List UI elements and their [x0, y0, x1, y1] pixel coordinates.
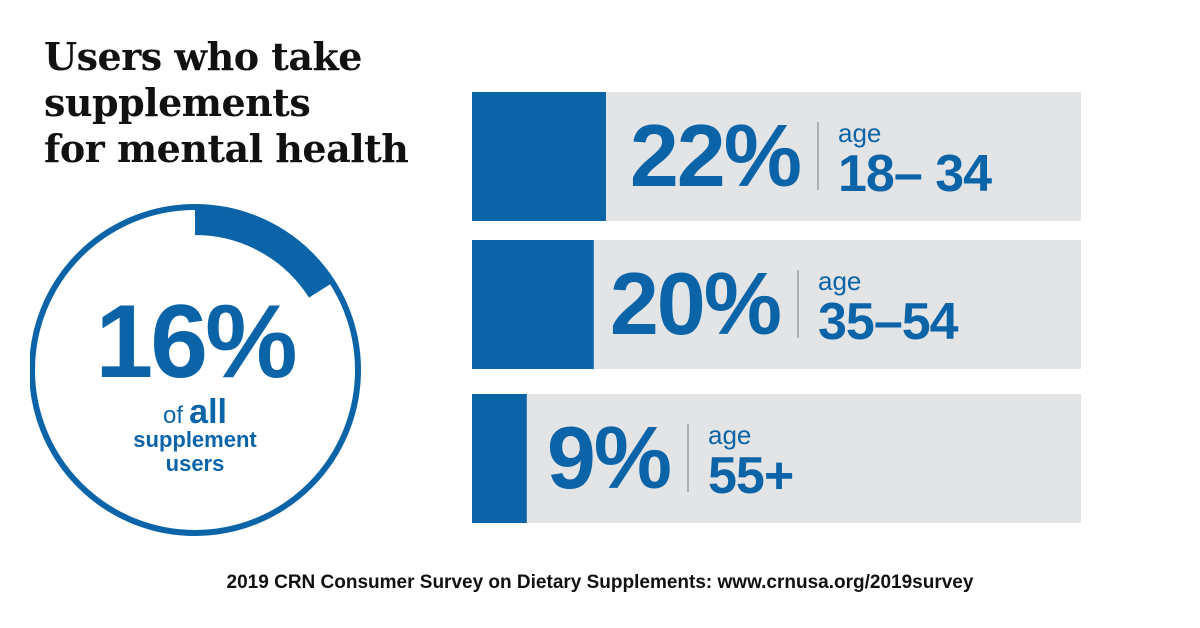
overall-caption: of all supplement users: [30, 395, 360, 476]
caption-of: of: [163, 402, 184, 429]
bar-age-range: 55+: [708, 447, 793, 505]
source-footer: 2019 CRN Consumer Survey on Dietary Supp…: [226, 572, 974, 593]
bar: [472, 394, 527, 523]
bar-age-range: 18– 34: [838, 145, 992, 203]
caption-line-2: supplement: [133, 427, 257, 452]
overall-percent: 16%: [95, 284, 297, 400]
bar-age-word: age: [838, 118, 881, 148]
bar-value-label: 20%: [610, 254, 780, 353]
bar-age-range: 35–54: [818, 293, 959, 351]
page-title: Users who take supplements for mental he…: [44, 34, 444, 172]
bar-value-label: 22%: [630, 106, 800, 205]
title-line-1: Users who take: [44, 34, 362, 79]
caption-line-3: users: [165, 451, 225, 476]
bar: [472, 92, 606, 221]
overall-ring-chart: [30, 204, 361, 536]
title-line-3: for mental health: [44, 126, 409, 171]
bar-track: [472, 394, 1081, 523]
title-line-2: supplements: [44, 80, 311, 125]
bar-age-word: age: [708, 420, 751, 450]
bar: [472, 240, 594, 369]
caption-all: all: [189, 393, 227, 431]
bar-value-label: 9%: [547, 408, 670, 507]
overall-stat: 16% of all supplement users: [30, 190, 360, 550]
bar-age-word: age: [818, 266, 861, 296]
ring-highlight-arc: [194, 205, 335, 298]
